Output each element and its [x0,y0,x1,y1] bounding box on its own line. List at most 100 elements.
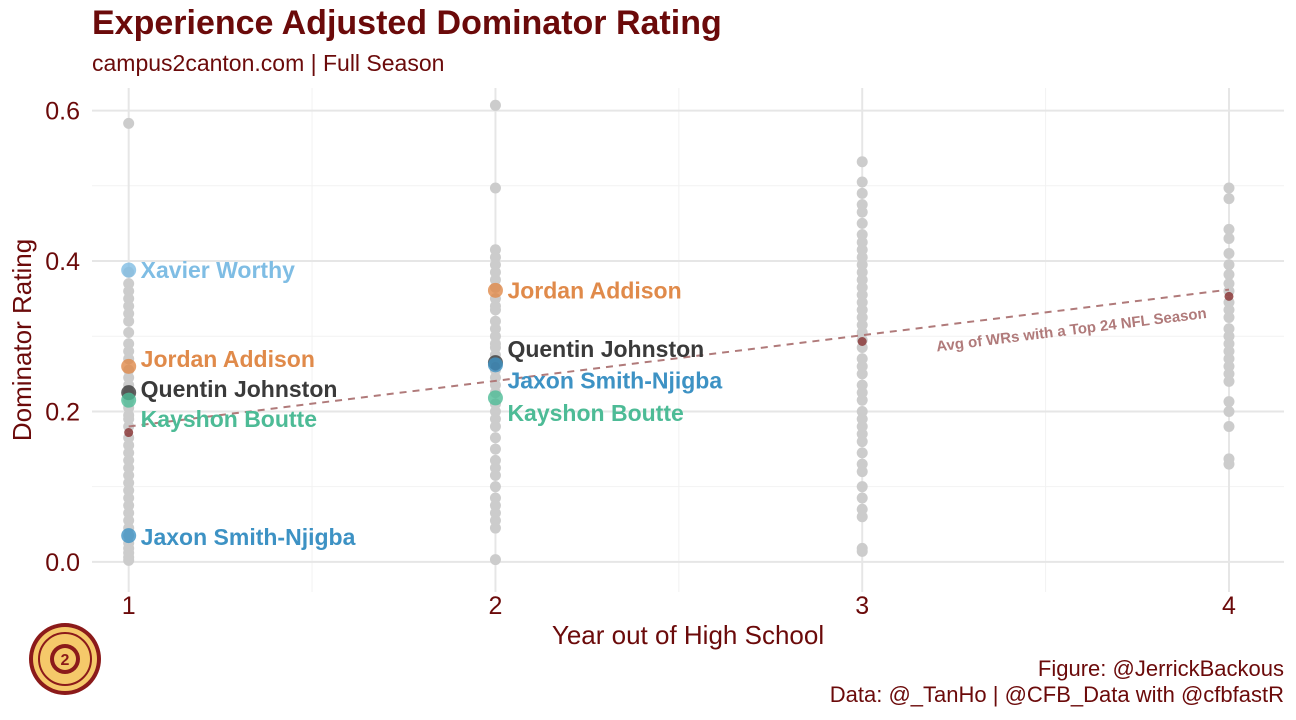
highlight-series [121,262,503,544]
background-point [123,117,135,129]
background-point [123,439,135,451]
background-point [1223,278,1235,290]
background-point [123,413,135,425]
point-jaxon-smith-njigba-year-2 [487,357,503,373]
background-point [1223,259,1235,271]
background-point [1223,345,1235,357]
background-point [856,236,868,248]
label-jordan-addison-year-1: Jordan Addison [141,346,315,372]
background-point [856,428,868,440]
background-point [489,315,501,327]
background-point [856,447,868,459]
x-tick-label: 1 [122,592,136,620]
x-tick-label: 3 [855,592,869,620]
background-point [1223,360,1235,372]
background-point [123,477,135,489]
background-point [123,484,135,496]
x-axis-label: Year out of High School [552,620,824,650]
avg-point [1224,291,1234,301]
background-point [856,545,868,557]
background-point [856,304,868,316]
y-tick-label: 0.0 [45,549,80,577]
x-tick-label: 2 [488,592,502,620]
background-point [856,259,868,271]
background-point [489,405,501,417]
background-point [856,187,868,199]
x-tick-label: 4 [1222,592,1236,620]
background-point [123,278,135,290]
label-quentin-johnston-year-1: Quentin Johnston [141,376,338,402]
background-point [856,156,868,168]
background-point [489,499,501,511]
background-point [856,379,868,391]
background-point [489,492,501,504]
label-jordan-addison-year-2: Jordan Addison [507,277,681,303]
background-point [856,368,868,380]
avg-point [857,337,867,347]
background-point [1223,311,1235,323]
campus2canton-logo: 2 [29,623,101,695]
background-point [856,289,868,301]
background-point [856,481,868,493]
background-point [1223,193,1235,205]
background-point [123,492,135,504]
background-point [856,421,868,433]
background-point [489,462,501,474]
point-jaxon-smith-njigba-year-1 [121,528,137,544]
background-point [123,554,135,566]
background-point [1223,182,1235,194]
background-point [489,304,501,316]
background-point [1223,353,1235,365]
background-point [123,345,135,357]
background-point [123,338,135,350]
background-point [489,342,501,354]
background-point [856,492,868,504]
background-point [123,285,135,297]
background-point [1223,304,1235,316]
background-point [856,360,868,372]
background-point [856,217,868,229]
label-jaxon-smith-njigba-year-2: Jaxon Smith-Njigba [507,368,722,394]
background-point [489,507,501,519]
background-point [489,99,501,111]
background-point [856,244,868,256]
point-labels: Xavier Worthy Jordan Addison Quentin Johns… [141,257,723,550]
point-xavier-worthy-year-1 [121,262,137,278]
svg-text:2: 2 [61,652,70,669]
background-point [856,458,868,470]
background-point [1223,330,1235,342]
avg-point [124,428,134,438]
background-point [489,515,501,527]
background-point [489,554,501,566]
point-kayshon-boutte-year-1 [121,392,137,408]
background-point [489,259,501,271]
label-kayshon-boutte-year-2: Kayshon Boutte [507,400,683,426]
background-point [489,330,501,342]
background-point [856,251,868,263]
label-xavier-worthy-year-1: Xavier Worthy [141,257,295,283]
background-point [123,462,135,474]
background-point [856,394,868,406]
background-point [489,454,501,466]
background-point [489,469,501,481]
background-point [489,522,501,534]
background-point [1223,232,1235,244]
background-point [123,315,135,327]
background-point [123,507,135,519]
background-point [856,206,868,218]
background-point [489,182,501,194]
background-point [489,421,501,433]
background-point [856,511,868,523]
background-point [856,266,868,278]
background-point [856,319,868,331]
background-point [489,274,501,286]
background-point [1223,421,1235,433]
background-point [856,281,868,293]
background-point [489,481,501,493]
background-point [489,443,501,455]
background-point [489,432,501,444]
background-point [1223,223,1235,235]
background-point [123,515,135,527]
background-point [856,503,868,515]
